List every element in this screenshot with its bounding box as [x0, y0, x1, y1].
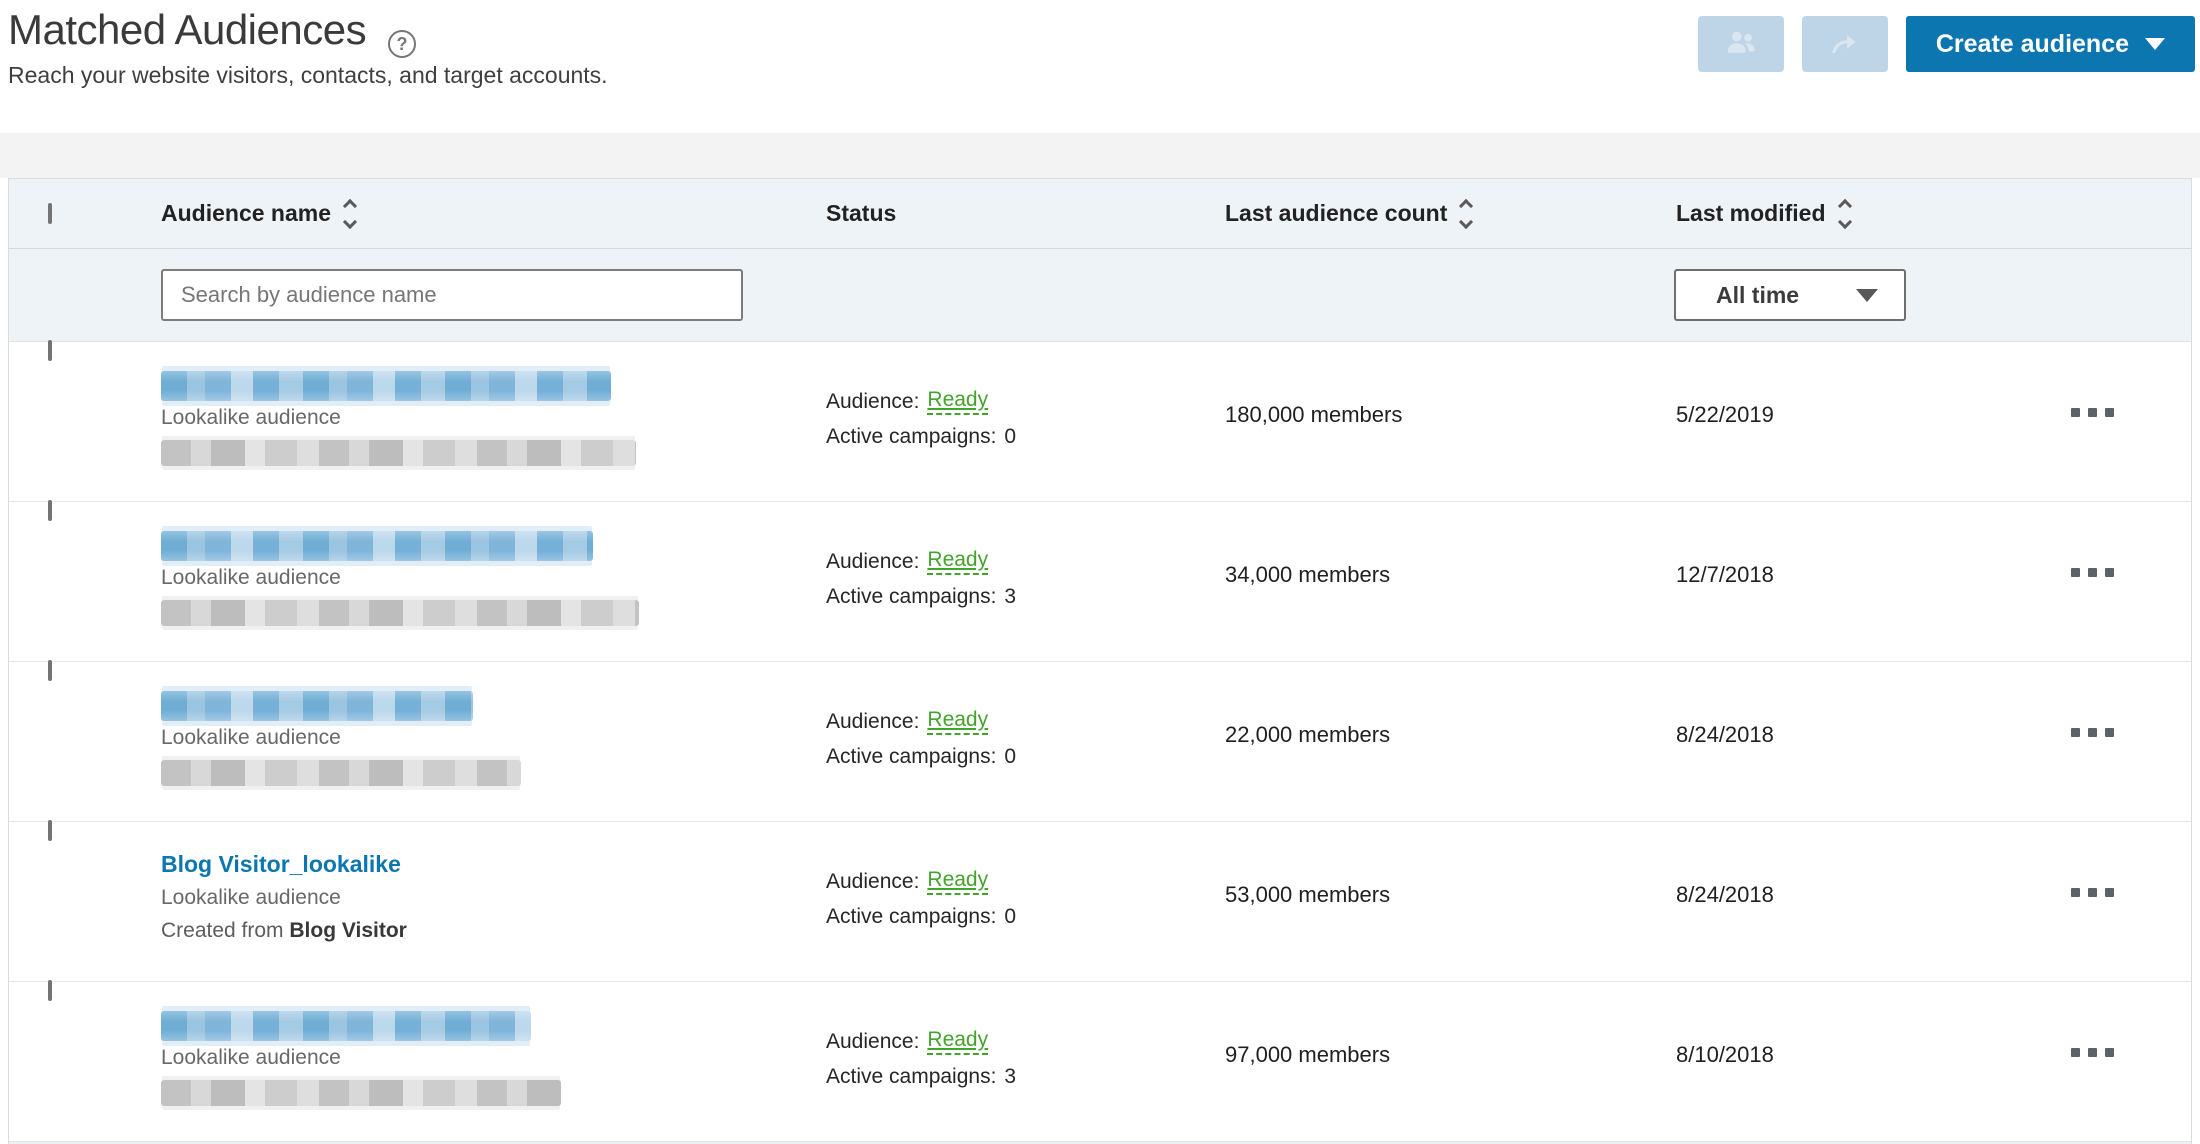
audience-type: Lookalike audience	[161, 725, 341, 749]
table-row: Blog Visitor_lookalike Lookalike audienc…	[9, 820, 2191, 982]
audience-type: Lookalike audience	[161, 405, 341, 429]
last-modified-date: 5/22/2019	[1676, 402, 1774, 427]
last-audience-count: 97,000 members	[1225, 1042, 1391, 1067]
sort-icon[interactable]	[1459, 198, 1474, 229]
share-arrow-icon	[1828, 26, 1862, 63]
redacted-created-from	[161, 1080, 561, 1106]
sort-icon[interactable]	[342, 198, 358, 229]
column-header-last-modified[interactable]: Last modified	[1668, 198, 1999, 229]
sort-icon[interactable]	[1837, 198, 1852, 229]
status-ready-link[interactable]: Ready	[927, 548, 989, 575]
campaigns-count: 3	[1004, 584, 1017, 608]
row-actions-menu-icon[interactable]	[2071, 408, 2191, 417]
status-cell: Audience: Ready Active campaigns: 3	[826, 1028, 1017, 1088]
page-subtitle: Reach your website visitors, contacts, a…	[8, 62, 608, 88]
create-audience-label: Create audience	[1935, 29, 2129, 58]
toolbar: Create audience	[1697, 16, 2195, 72]
last-modified-date: 8/10/2018	[1676, 1042, 1774, 1067]
row-checkbox[interactable]	[48, 340, 52, 361]
chevron-down-icon	[2145, 38, 2165, 50]
table-header-row: Audience name Status Last audience count…	[9, 179, 2191, 249]
status-ready-link[interactable]: Ready	[927, 868, 989, 895]
created-from: Created from Blog Visitor	[161, 918, 407, 942]
row-actions-menu-icon[interactable]	[2071, 1048, 2191, 1057]
last-modified-date: 8/24/2018	[1676, 882, 1774, 907]
status-cell: Audience: Ready Active campaigns: 0	[826, 388, 1017, 448]
redacted-created-from	[161, 440, 636, 466]
redacted-audience-name[interactable]	[161, 530, 593, 561]
status-ready-link[interactable]: Ready	[927, 1028, 989, 1055]
select-all-checkbox[interactable]	[48, 202, 52, 224]
campaigns-count: 0	[1004, 744, 1017, 768]
status-ready-link[interactable]: Ready	[927, 388, 989, 415]
share-button[interactable]	[1801, 16, 1888, 72]
last-audience-count: 34,000 members	[1225, 562, 1391, 587]
status-ready-link[interactable]: Ready	[927, 708, 989, 735]
table-row: Lookalike audience Audience: Ready Activ…	[9, 340, 2191, 502]
row-actions-menu-icon[interactable]	[2071, 888, 2191, 897]
help-icon[interactable]: ?	[388, 30, 416, 58]
column-header-audience-name[interactable]: Audience name	[113, 198, 826, 229]
row-checkbox[interactable]	[48, 820, 52, 841]
table-row: Lookalike audience Audience: Ready Activ…	[9, 660, 2191, 822]
status-cell: Audience: Ready Active campaigns: 0	[826, 868, 1017, 928]
time-range-value: All time	[1716, 281, 1800, 308]
next-row-partial	[9, 1142, 2191, 1144]
audience-type: Lookalike audience	[161, 565, 341, 589]
table-filter-row: All time	[9, 249, 2191, 342]
page-background-band	[0, 133, 2200, 178]
row-checkbox[interactable]	[48, 660, 52, 681]
redacted-audience-name[interactable]	[161, 370, 611, 401]
campaigns-count: 0	[1004, 904, 1017, 928]
table-row: Lookalike audience Audience: Ready Activ…	[9, 500, 2191, 662]
audience-type: Lookalike audience	[161, 885, 341, 909]
audience-type: Lookalike audience	[161, 1045, 341, 1069]
created-from-source: Blog Visitor	[289, 918, 407, 942]
audience-name-link[interactable]: Blog Visitor_lookalike	[161, 851, 401, 877]
search-input[interactable]	[161, 269, 743, 321]
time-range-dropdown[interactable]: All time	[1674, 269, 1906, 321]
row-actions-menu-icon[interactable]	[2071, 728, 2191, 737]
row-actions-menu-icon[interactable]	[2071, 568, 2191, 577]
row-checkbox[interactable]	[48, 500, 52, 521]
column-header-status: Status	[826, 200, 897, 226]
last-audience-count: 180,000 members	[1225, 402, 1403, 427]
last-modified-date: 12/7/2018	[1676, 562, 1774, 587]
redacted-created-from	[161, 760, 521, 786]
row-checkbox[interactable]	[48, 980, 52, 1001]
status-cell: Audience: Ready Active campaigns: 0	[826, 708, 1017, 768]
last-modified-date: 8/24/2018	[1676, 722, 1774, 747]
create-audience-button[interactable]: Create audience	[1905, 16, 2195, 72]
page-title: Matched Audiences	[8, 6, 367, 53]
column-header-last-audience-count[interactable]: Last audience count	[1217, 198, 1668, 229]
redacted-audience-name[interactable]	[161, 690, 473, 721]
people-icon	[1724, 26, 1758, 63]
audiences-table: Audience name Status Last audience count…	[8, 178, 2192, 1144]
last-audience-count: 22,000 members	[1225, 722, 1391, 747]
chevron-down-icon	[1856, 288, 1878, 302]
campaigns-count: 3	[1004, 1064, 1017, 1088]
redacted-audience-name[interactable]	[161, 1010, 531, 1041]
table-row: Lookalike audience Audience: Ready Activ…	[9, 980, 2191, 1142]
last-audience-count: 53,000 members	[1225, 882, 1391, 907]
status-cell: Audience: Ready Active campaigns: 3	[826, 548, 1017, 608]
redacted-created-from	[161, 600, 639, 626]
campaigns-count: 0	[1004, 424, 1017, 448]
manage-audiences-button[interactable]	[1697, 16, 1784, 72]
